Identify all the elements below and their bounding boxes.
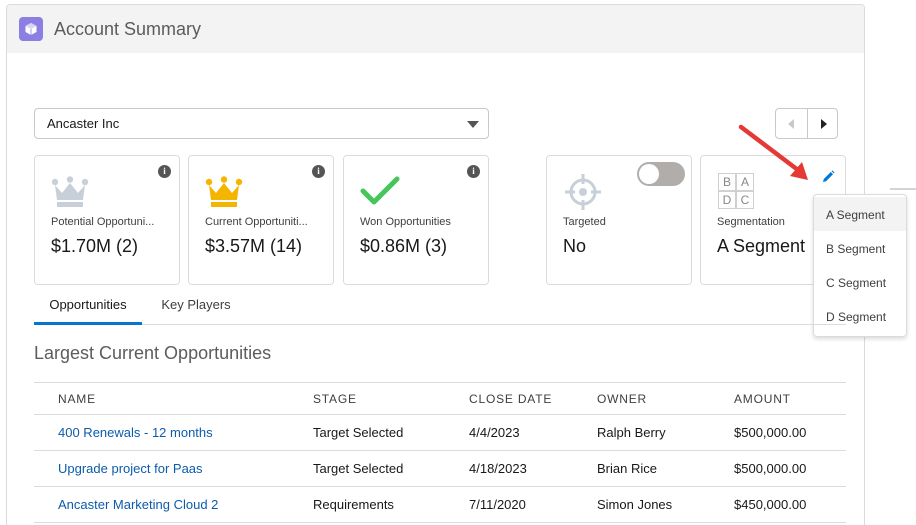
opportunity-link[interactable]: Ancaster Marketing Cloud 2 — [58, 497, 219, 512]
cube-icon — [19, 17, 43, 41]
tile-value: $3.57M (14) — [205, 236, 303, 256]
card-title: Account Summary — [54, 19, 202, 39]
tile-label: Won Opportunities — [360, 216, 451, 228]
column-header[interactable]: NAME — [58, 392, 96, 406]
owner-cell: Ralph Berry — [597, 425, 666, 440]
crown-icon — [205, 176, 243, 213]
targeted-tile: Targeted No — [546, 155, 692, 285]
annotation-arrow-icon — [736, 122, 814, 189]
stage-cell: Target Selected — [313, 425, 404, 440]
pencil-icon[interactable] — [821, 170, 835, 189]
table-row: Upgrade project for Paas Target Selected… — [34, 451, 846, 487]
segment-letter: D — [718, 191, 736, 209]
tile-value: $0.86M (3) — [360, 236, 448, 256]
caret-down-icon — [467, 121, 479, 128]
info-icon[interactable]: i — [467, 165, 480, 178]
tile-value: No — [563, 236, 587, 256]
toggle-knob — [639, 164, 659, 184]
segment-dropdown: A Segment B Segment C Segment D Segment — [813, 194, 907, 337]
target-icon — [563, 174, 603, 217]
stage-cell: Requirements — [313, 497, 394, 512]
tile-value: $1.70M (2) — [51, 236, 139, 256]
close-date-cell: 4/18/2023 — [469, 461, 527, 476]
owner-cell: Brian Rice — [597, 461, 657, 476]
opportunity-link[interactable]: 400 Renewals - 12 months — [58, 425, 213, 440]
account-select-value: Ancaster Inc — [47, 116, 120, 131]
info-icon[interactable]: i — [158, 165, 171, 178]
targeted-toggle[interactable] — [637, 162, 685, 186]
segment-option[interactable]: D Segment — [826, 310, 887, 324]
segment-option[interactable]: C Segment — [826, 276, 887, 290]
current-opportunities-tile[interactable]: i Current Opportuniti... $3.57M (14) — [188, 155, 334, 285]
table-header: NAME STAGE CLOSE DATE OWNER AMOUNT — [34, 382, 846, 415]
account-select[interactable]: Ancaster Inc — [34, 108, 489, 139]
owner-cell: Simon Jones — [597, 497, 673, 512]
crown-icon — [51, 176, 89, 213]
segment-option[interactable]: A Segment — [814, 197, 906, 231]
amount-cell: $500,000.00 — [734, 425, 807, 440]
card-header: Account Summary — [7, 5, 864, 53]
next-button[interactable] — [808, 109, 838, 138]
column-header[interactable]: OWNER — [597, 392, 647, 406]
close-date-cell: 4/4/2023 — [469, 425, 520, 440]
chevron-left-icon — [788, 119, 794, 129]
column-header[interactable]: CLOSE DATE — [469, 392, 553, 406]
segment-letter: B — [718, 173, 736, 191]
amount-cell: $450,000.00 — [734, 497, 807, 512]
amount-cell: $500,000.00 — [734, 461, 807, 476]
segment-letter: C — [736, 191, 754, 209]
opportunity-link[interactable]: Upgrade project for Paas — [58, 461, 203, 476]
table-row: Ancaster Marketing Cloud 2 Requirements … — [34, 487, 846, 523]
check-icon — [360, 176, 400, 213]
potential-opportunities-tile[interactable]: i Potential Opportuni... $1.70M (2) — [34, 155, 180, 285]
column-header[interactable]: STAGE — [313, 392, 357, 406]
tab-bar: Opportunities Key Players — [34, 290, 846, 325]
segment-letter: A — [736, 173, 754, 191]
column-header[interactable]: AMOUNT — [734, 392, 791, 406]
tile-value: A Segment — [717, 236, 806, 256]
chevron-right-icon — [821, 119, 827, 129]
section-title: Largest Current Opportunities — [34, 343, 272, 363]
stage-cell: Target Selected — [313, 461, 404, 476]
won-opportunities-tile[interactable]: i Won Opportunities $0.86M (3) — [343, 155, 489, 285]
tab-opportunities[interactable]: Opportunities — [34, 290, 142, 325]
divider — [890, 188, 916, 190]
previous-button[interactable] — [776, 109, 807, 138]
segment-option[interactable]: B Segment — [826, 242, 886, 256]
tab-key-players[interactable]: Key Players — [161, 297, 231, 312]
close-date-cell: 7/11/2020 — [469, 497, 526, 512]
tile-label: Potential Opportuni... — [51, 216, 155, 228]
tile-label: Current Opportuniti... — [205, 216, 308, 228]
pager — [775, 108, 838, 139]
segment-grid-icon: B A D C — [718, 173, 756, 211]
pager-divider — [807, 109, 808, 138]
info-icon[interactable]: i — [312, 165, 325, 178]
tile-label: Targeted — [563, 216, 606, 228]
table-row: 400 Renewals - 12 months Target Selected… — [34, 415, 846, 451]
